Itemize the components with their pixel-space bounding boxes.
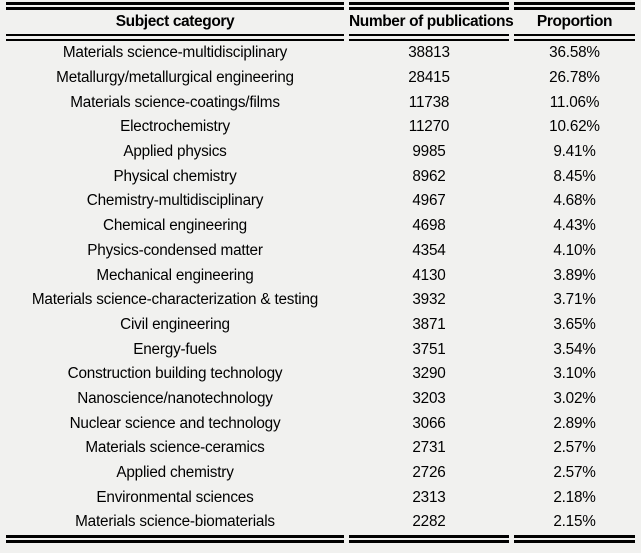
table-row: Applied chemistry 2726 2.57% bbox=[6, 461, 635, 486]
table-row: Chemical engineering 4698 4.43% bbox=[6, 214, 635, 239]
table-body: Materials science-multidisciplinary 38813… bbox=[6, 41, 635, 543]
cell-proportion: 3.65% bbox=[553, 315, 596, 333]
cell-category: Physical chemistry bbox=[113, 167, 237, 185]
cell-category: Materials science-coatings/films bbox=[70, 93, 280, 111]
cell-publications: 3871 bbox=[412, 315, 446, 333]
cell-publications: 3066 bbox=[412, 414, 446, 432]
cell-publications: 3932 bbox=[412, 291, 446, 309]
cell-proportion: 3.02% bbox=[553, 389, 596, 407]
cell-category: Nuclear science and technology bbox=[69, 414, 281, 432]
header-number-of-publications: Number of publications bbox=[349, 2, 514, 41]
table-row: Materials science-biomaterials 2282 2.15% bbox=[6, 510, 635, 543]
cell-publications: 2313 bbox=[412, 488, 446, 506]
table-header: Subject category Number of publications … bbox=[6, 2, 635, 41]
cell-proportion: 3.54% bbox=[553, 340, 596, 358]
cell-category: Construction building technology bbox=[67, 365, 283, 383]
cell-category: Energy-fuels bbox=[133, 340, 217, 358]
publications-table: Subject category Number of publications … bbox=[1, 2, 640, 543]
table-row: Metallurgy/metallurgical engineering 2841… bbox=[6, 66, 635, 91]
cell-category: Electrochemistry bbox=[120, 118, 230, 136]
cell-category: Materials science-biomaterials bbox=[6, 510, 344, 543]
header-proportion: Proportion bbox=[514, 2, 635, 41]
cell-category: Chemical engineering bbox=[103, 217, 247, 235]
cell-publications: 2731 bbox=[412, 439, 446, 457]
cell-category: Physics-condensed matter bbox=[87, 241, 263, 259]
cell-category: Materials science-characterization & tes… bbox=[31, 291, 319, 309]
cell-proportion: 8.45% bbox=[553, 167, 596, 185]
cell-proportion: 3.89% bbox=[553, 266, 596, 284]
cell-publications: 4130 bbox=[412, 266, 446, 284]
cell-publications: 2726 bbox=[412, 464, 446, 482]
cell-publications: 28415 bbox=[408, 69, 450, 87]
cell-category: Civil engineering bbox=[120, 315, 230, 333]
cell-proportion: 10.62% bbox=[549, 118, 600, 136]
table-row: Nuclear science and technology 3066 2.89% bbox=[6, 411, 635, 436]
cell-proportion: 4.68% bbox=[553, 192, 596, 210]
cell-category: Chemistry-multidisciplinary bbox=[86, 192, 264, 210]
table-row: Construction building technology 3290 3.10… bbox=[6, 362, 635, 387]
cell-publications: 4967 bbox=[412, 192, 446, 210]
cell-category: Mechanical engineering bbox=[96, 266, 254, 284]
table-row: Materials science-multidisciplinary 38813… bbox=[6, 41, 635, 66]
cell-publications: 9985 bbox=[412, 143, 446, 161]
table-row: Energy-fuels 3751 3.54% bbox=[6, 337, 635, 362]
cell-category: Metallurgy/metallurgical engineering bbox=[56, 69, 294, 87]
header-row: Subject category Number of publications … bbox=[6, 2, 635, 41]
table-row: Environmental sciences 2313 2.18% bbox=[6, 485, 635, 510]
cell-publications: 11738 bbox=[408, 93, 450, 111]
table-row: Applied physics 9985 9.41% bbox=[6, 140, 635, 165]
cell-publications: 3290 bbox=[412, 365, 446, 383]
table-row: Nanoscience/nanotechnology 3203 3.02% bbox=[6, 387, 635, 412]
cell-proportion: 4.10% bbox=[553, 241, 596, 259]
cell-proportion: 2.89% bbox=[553, 414, 596, 432]
cell-proportion: 3.10% bbox=[553, 365, 596, 383]
cell-publications: 38813 bbox=[408, 44, 450, 62]
cell-category: Nanoscience/nanotechnology bbox=[77, 389, 273, 407]
table-row: Physics-condensed matter 4354 4.10% bbox=[6, 239, 635, 264]
table-row: Electrochemistry 11270 10.62% bbox=[6, 115, 635, 140]
table-row: Materials science-characterization & tes… bbox=[6, 288, 635, 313]
cell-proportion: 2.18% bbox=[553, 488, 596, 506]
cell-proportion: 26.78% bbox=[549, 69, 600, 87]
cell-publications: 3751 bbox=[412, 340, 446, 358]
cell-proportion: 2.57% bbox=[553, 439, 596, 457]
cell-proportion: 2.15% bbox=[514, 510, 635, 543]
cell-publications: 2282 bbox=[349, 510, 509, 543]
header-subject-category: Subject category bbox=[6, 2, 344, 41]
cell-proportion: 11.06% bbox=[549, 93, 600, 111]
table-row: Materials science-ceramics 2731 2.57% bbox=[6, 436, 635, 461]
cell-publications: 4354 bbox=[412, 241, 446, 259]
table-row: Chemistry-multidisciplinary 4967 4.68% bbox=[6, 189, 635, 214]
cell-publications: 11270 bbox=[408, 118, 450, 136]
table-row: Materials science-coatings/films 11738 11.… bbox=[6, 90, 635, 115]
cell-publications: 8962 bbox=[412, 167, 446, 185]
cell-category: Applied physics bbox=[123, 143, 227, 161]
cell-category: Materials science-multidisciplinary bbox=[62, 44, 288, 62]
cell-category: Environmental sciences bbox=[96, 488, 254, 506]
cell-publications: 4698 bbox=[412, 217, 446, 235]
cell-category: Materials science-ceramics bbox=[85, 439, 265, 457]
cell-publications: 3203 bbox=[412, 389, 446, 407]
cell-proportion: 9.41% bbox=[553, 143, 596, 161]
table-row: Mechanical engineering 4130 3.89% bbox=[6, 263, 635, 288]
table-row: Civil engineering 3871 3.65% bbox=[6, 313, 635, 338]
cell-proportion: 2.57% bbox=[553, 464, 596, 482]
cell-proportion: 3.71% bbox=[553, 291, 596, 309]
cell-proportion: 4.43% bbox=[553, 217, 596, 235]
cell-proportion: 36.58% bbox=[549, 44, 600, 62]
cell-category: Applied chemistry bbox=[116, 464, 234, 482]
table-row: Physical chemistry 8962 8.45% bbox=[6, 164, 635, 189]
